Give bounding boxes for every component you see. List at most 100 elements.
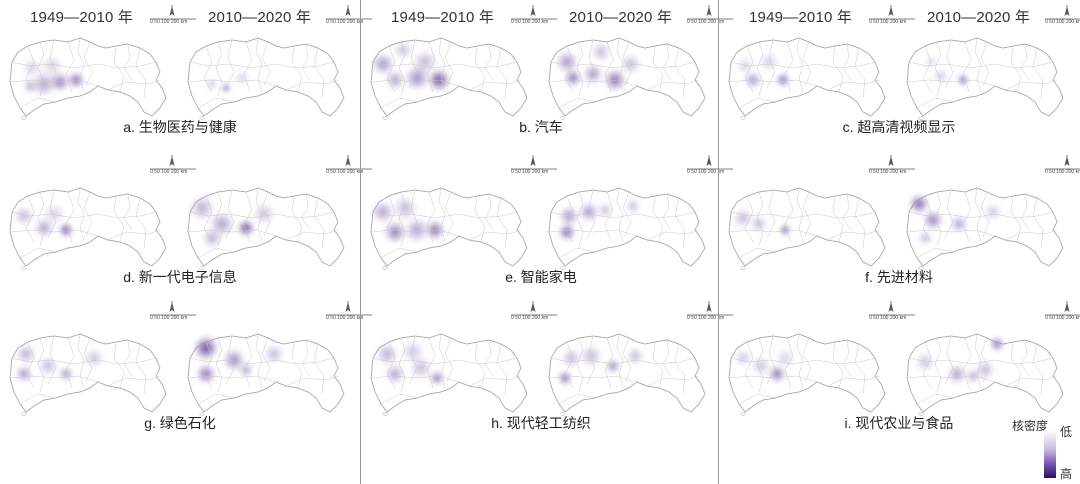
north-arrow-icon: N xyxy=(869,4,915,20)
north-arrow-icon: N xyxy=(150,300,196,316)
density-map-1949-2010 xyxy=(728,37,886,120)
panel: h. 现代轻工纺织 N 0 50 100 200 km N 0 50 100 200 … xyxy=(361,296,733,446)
north-label: N xyxy=(708,300,710,304)
north-label: N xyxy=(1066,4,1068,8)
scale-bar: N 0 50 100 200 km xyxy=(687,300,737,326)
density-map-2010-2020 xyxy=(187,37,345,120)
north-label: N xyxy=(1066,300,1068,304)
north-label: N xyxy=(347,300,349,304)
north-arrow-icon: N xyxy=(326,300,372,316)
scale-label: 0 50 100 200 km xyxy=(1045,315,1080,321)
north-arrow-icon: N xyxy=(1045,4,1080,20)
north-label: N xyxy=(890,300,892,304)
scale-label: 0 50 100 200 km xyxy=(1045,169,1080,175)
scale-bar: N 0 50 100 200 km xyxy=(1045,4,1080,30)
scale-label: 0 50 100 200 km xyxy=(687,315,725,321)
north-label: N xyxy=(347,154,349,158)
density-map-1949-2010 xyxy=(9,37,167,120)
scale-bar: N 0 50 100 200 km xyxy=(511,154,561,180)
north-label: N xyxy=(1066,154,1068,158)
period-label-left: 1949—2010 年 xyxy=(30,9,134,26)
scale-bar: N 0 50 100 200 km xyxy=(1045,154,1080,180)
density-map-2010-2020 xyxy=(548,333,706,416)
legend-title: 核密度 xyxy=(1012,419,1049,433)
panel-caption: g. 绿色石化 xyxy=(144,415,216,431)
north-label: N xyxy=(171,4,173,8)
north-arrow-icon: N xyxy=(687,4,733,20)
north-label: N xyxy=(532,154,534,158)
density-map-1949-2010 xyxy=(370,187,528,270)
scale-label: 0 50 100 200 km xyxy=(511,19,549,25)
panel-caption: e. 智能家电 xyxy=(505,269,577,285)
north-arrow-icon: N xyxy=(869,154,915,170)
legend-color-ramp xyxy=(1044,430,1056,478)
panel-caption: f. 先进材料 xyxy=(865,269,933,285)
scale-bar: N 0 50 100 200 km xyxy=(326,4,376,30)
north-arrow-icon: N xyxy=(1045,154,1080,170)
scale-label: 0 50 100 200 km xyxy=(687,169,725,175)
north-arrow-icon: N xyxy=(150,154,196,170)
north-label: N xyxy=(708,154,710,158)
north-label: N xyxy=(171,154,173,158)
scale-bar: N 0 50 100 200 km xyxy=(869,154,919,180)
scale-label: 0 50 100 200 km xyxy=(326,169,364,175)
scale-bar: N 0 50 100 200 km xyxy=(150,154,200,180)
density-map-1949-2010 xyxy=(9,333,167,416)
panel: g. 绿色石化 N 0 50 100 200 km N 0 50 100 200 km xyxy=(0,296,372,446)
north-arrow-icon: N xyxy=(511,4,557,20)
scale-label: 0 50 100 200 km xyxy=(869,19,907,25)
scale-bar: N 0 50 100 200 km xyxy=(869,300,919,326)
scale-label: 0 50 100 200 km xyxy=(511,169,549,175)
scale-bar: N 0 50 100 200 km xyxy=(687,4,737,30)
north-label: N xyxy=(890,4,892,8)
panel-caption: i. 现代农业与食品 xyxy=(844,415,954,431)
north-arrow-icon: N xyxy=(869,300,915,316)
density-map-1949-2010 xyxy=(9,187,167,270)
scale-label: 0 50 100 200 km xyxy=(150,19,188,25)
scale-label: 0 50 100 200 km xyxy=(1045,19,1080,25)
scale-bar: N 0 50 100 200 km xyxy=(150,300,200,326)
scale-bar: N 0 50 100 200 km xyxy=(687,154,737,180)
panel-caption: c. 超高清视频显示 xyxy=(842,119,956,135)
north-label: N xyxy=(347,4,349,8)
period-label-left: 1949—2010 年 xyxy=(391,9,495,26)
panel: b. 汽车 N 0 50 100 200 km N 0 50 100 200 km xyxy=(361,0,733,150)
north-label: N xyxy=(532,4,534,8)
column-1: 1949—2010 年 2010—2020 年 a. 生物医药与健康 N 0 50… xyxy=(0,0,372,484)
north-arrow-icon: N xyxy=(687,154,733,170)
density-map-1949-2010 xyxy=(370,37,528,120)
legend-high-label: 高 xyxy=(1060,467,1073,481)
panel: e. 智能家电 N 0 50 100 200 km N 0 50 100 200 km xyxy=(361,150,733,300)
scale-bar: N 0 50 100 200 km xyxy=(511,300,561,326)
legend-low-label: 低 xyxy=(1060,425,1073,439)
density-map-2010-2020 xyxy=(906,37,1064,120)
north-label: N xyxy=(171,300,173,304)
scale-bar: N 0 50 100 200 km xyxy=(150,4,200,30)
north-label: N xyxy=(532,300,534,304)
panel: d. 新一代电子信息 N 0 50 100 200 km N 0 50 100 200… xyxy=(0,150,372,300)
scale-label: 0 50 100 200 km xyxy=(511,315,549,321)
north-arrow-icon: N xyxy=(511,300,557,316)
scale-label: 0 50 100 200 km xyxy=(869,169,907,175)
density-map-1949-2010 xyxy=(370,333,528,416)
panel-caption: b. 汽车 xyxy=(519,119,563,135)
density-map-1949-2010 xyxy=(728,187,886,270)
north-label: N xyxy=(890,154,892,158)
north-label: N xyxy=(708,4,710,8)
panel-caption: d. 新一代电子信息 xyxy=(123,269,237,285)
north-arrow-icon: N xyxy=(1045,300,1080,316)
density-map-2010-2020 xyxy=(906,333,1064,416)
north-arrow-icon: N xyxy=(326,4,372,20)
scale-label: 0 50 100 200 km xyxy=(326,19,364,25)
period-label-left: 1949—2010 年 xyxy=(749,9,853,26)
density-map-2010-2020 xyxy=(187,187,345,270)
density-map-2010-2020 xyxy=(548,37,706,120)
north-arrow-icon: N xyxy=(511,154,557,170)
panel: f. 先进材料 N 0 50 100 200 km N 0 50 100 200 km xyxy=(719,150,1080,300)
scale-label: 0 50 100 200 km xyxy=(326,315,364,321)
north-arrow-icon: N xyxy=(326,154,372,170)
scale-bar: N 0 50 100 200 km xyxy=(326,154,376,180)
scale-label: 0 50 100 200 km xyxy=(869,315,907,321)
panel-caption: a. 生物医药与健康 xyxy=(123,119,237,135)
scale-label: 0 50 100 200 km xyxy=(150,169,188,175)
